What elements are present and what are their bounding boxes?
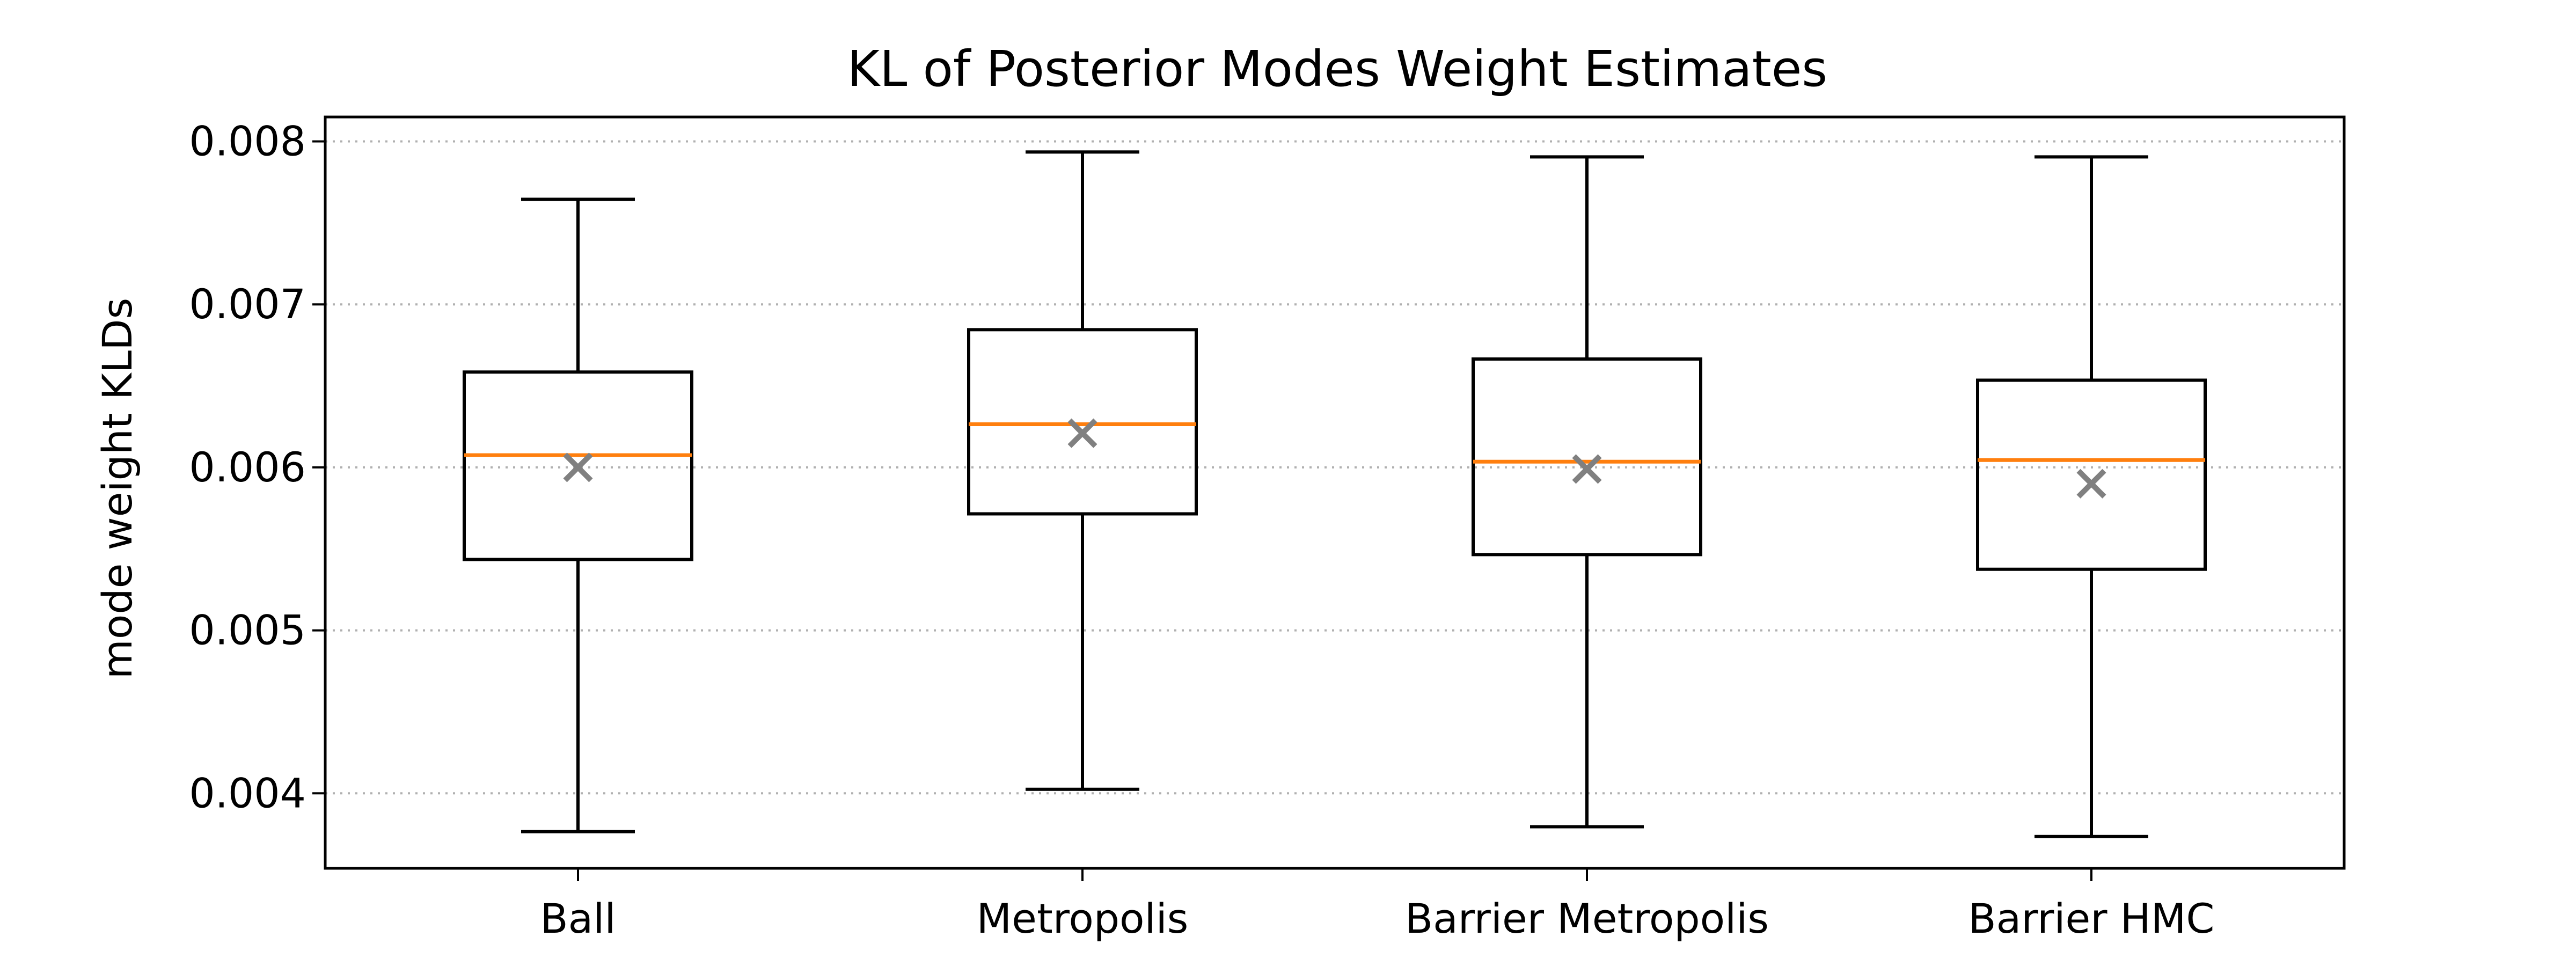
box-2 (967, 150, 1198, 791)
x-tick-label: Metropolis (977, 895, 1189, 942)
interquartile-box (463, 370, 693, 561)
x-tick-label: Ball (540, 895, 616, 942)
mean-marker (563, 452, 593, 482)
interquartile-box (1976, 378, 2207, 571)
box-3 (1472, 155, 1702, 829)
y-tick-label: 0.005 (189, 606, 306, 654)
grid-lines (325, 140, 2344, 795)
boxes (463, 150, 2207, 838)
x-tick-label: Barrier HMC (1968, 895, 2215, 942)
plot-area-frame (324, 115, 2346, 870)
x-axis-ticks: Ball Metropolis Barrier Metropolis Barrier … (540, 868, 2215, 942)
box-1 (463, 197, 693, 833)
y-tick-label: 0.004 (189, 769, 306, 817)
mean-marker (1572, 454, 1602, 484)
y-axis-ticks: 0.004 0.005 0.006 0.007 0.008 (189, 118, 325, 817)
y-tick-label: 0.006 (189, 443, 306, 491)
interquartile-box (967, 328, 1198, 516)
interquartile-box (1472, 357, 1702, 557)
mean-marker (1067, 418, 1097, 448)
mean-marker (2076, 469, 2106, 499)
y-tick-label: 0.008 (189, 118, 306, 165)
chart-title: KL of Posterior Modes Weight Estimates (847, 40, 1827, 98)
y-axis-label: mode weight KLDs (93, 298, 141, 679)
x-tick-label: Barrier Metropolis (1405, 895, 1769, 942)
box-4 (1976, 155, 2207, 838)
y-tick-label: 0.007 (189, 280, 306, 328)
